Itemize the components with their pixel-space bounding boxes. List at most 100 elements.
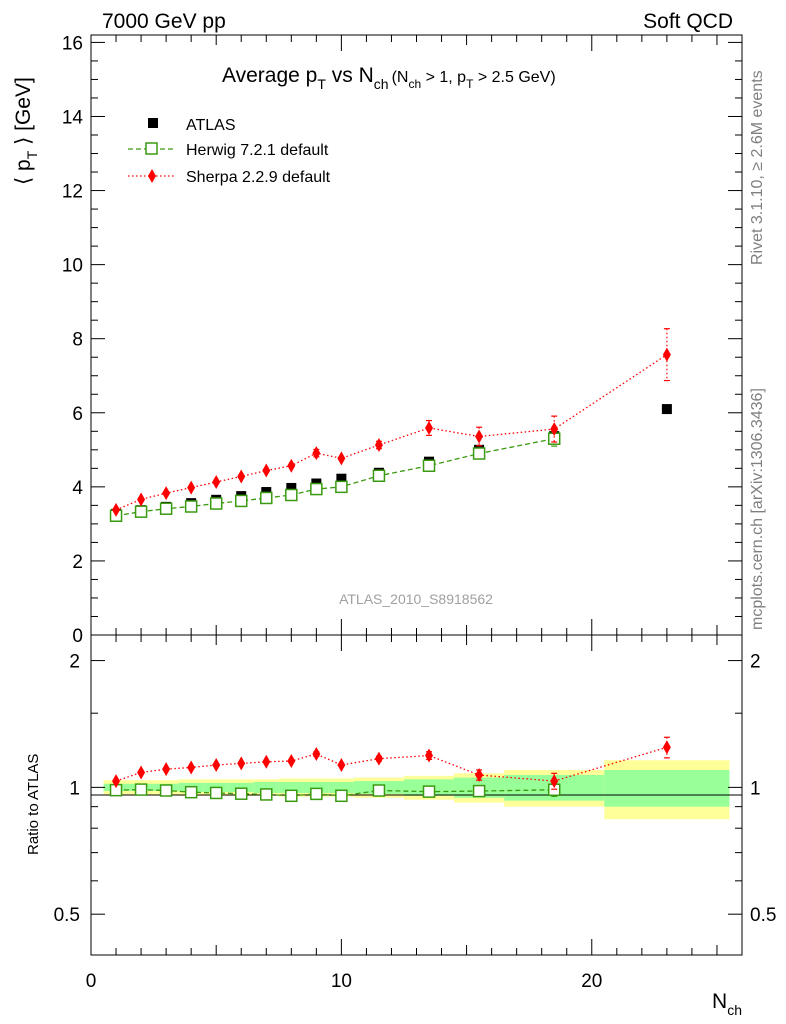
ratio-herwig-point: [472, 784, 486, 798]
analysis-watermark: ATLAS_2010_S8918562: [339, 591, 493, 607]
sherpa-point: [550, 422, 559, 437]
ratio-herwig-point: [134, 783, 148, 796]
main-axis-ticks: 0 2 4 6 8 10 12 14 16: [62, 33, 742, 647]
ratio-herwig-point: [372, 784, 386, 797]
ratio-sherpa-point: [212, 758, 221, 773]
legend-marker-sherpa: [148, 169, 156, 183]
herwig-point: [209, 497, 223, 510]
herwig-point: [372, 469, 386, 482]
ratio-axis-ticks: 0.5 0.51 12 20 10 20: [54, 635, 776, 992]
ratio-sherpa-point: [312, 747, 321, 762]
mcplots-label: mcplots.cern.ch [arXiv:1306.3436]: [749, 388, 766, 630]
herwig-point: [134, 505, 148, 518]
ratio-band-inner: [278, 781, 304, 793]
ratio-herwig-point: [335, 789, 348, 803]
ratio-sherpa-point: [374, 751, 383, 766]
ratio-herwig-point: [234, 787, 248, 800]
atlas-point: [661, 404, 672, 415]
y-tick-label: 4: [72, 478, 83, 499]
main-panel: 0 2 4 6 8 10 12 14 16 Average pT vs Nch (Nch > 1,…: [12, 33, 743, 647]
ratio-y-tick-label-right: 0.5: [750, 905, 776, 926]
legend: ATLAS Herwig 7.2.1 default Sherpa 2.2.9 …: [128, 117, 331, 186]
herwig-point: [184, 500, 198, 513]
ratio-herwig-point: [285, 789, 298, 803]
sherpa-line: [115, 354, 668, 511]
header-right: Soft QCD: [643, 10, 733, 33]
ratio-sherpa-point: [662, 740, 671, 755]
ratio-band-inner: [604, 769, 730, 807]
rivet-label: Rivet 3.1.10, ≥ 2.6M events: [749, 70, 766, 265]
ratio-y-tick-label-right: 2: [750, 652, 761, 673]
ratio-sherpa-point: [162, 762, 171, 777]
y-tick-label: 14: [62, 107, 84, 128]
herwig-point: [234, 494, 248, 508]
ratio-herwig-point: [184, 785, 198, 799]
sherpa-point: [162, 486, 171, 501]
y-tick-label: 12: [62, 182, 83, 203]
ratio-sherpa-point: [187, 760, 196, 775]
herwig-point: [335, 480, 348, 494]
herwig-point: [310, 482, 323, 496]
atlas-point: [286, 482, 297, 493]
y-tick-label: 16: [62, 33, 83, 54]
ratio-sherpa-series: [112, 736, 671, 790]
herwig-point: [472, 447, 486, 460]
herwig-line: [115, 438, 555, 517]
ratio-y-tick-label: 1: [69, 778, 80, 799]
ratio-panel: 0.5 0.51 12 20 10 20 Ratio to ATLAS Nch: [25, 634, 776, 1018]
sherpa-point: [287, 458, 296, 473]
y-tick-label: 0: [72, 626, 83, 647]
sherpa-point: [262, 463, 271, 478]
sherpa-point: [137, 492, 146, 507]
ratio-sherpa-point: [475, 767, 484, 782]
y-tick-label: 8: [72, 330, 83, 351]
legend-label-sherpa: Sherpa 2.2.9 default: [186, 169, 331, 186]
herwig-point: [285, 488, 298, 502]
sherpa-point: [312, 446, 321, 461]
sherpa-point: [212, 475, 221, 490]
herwig-point: [260, 491, 273, 505]
atlas-point: [336, 473, 347, 484]
ratio-herwig-point: [209, 786, 223, 800]
ratio-band-inner: [328, 781, 354, 793]
ratio-sherpa-point: [337, 758, 346, 773]
ratio-y-axis-label: Ratio to ATLAS: [25, 754, 42, 855]
ratio-herwig-series: [109, 782, 561, 803]
sherpa-point: [662, 347, 671, 362]
sherpa-point: [475, 429, 484, 444]
ratio-sherpa-point: [137, 765, 146, 780]
ratio-sherpa-point: [425, 748, 434, 763]
legend-entry-sherpa: Sherpa 2.2.9 default: [128, 169, 331, 186]
legend-label-atlas: ATLAS: [186, 117, 236, 134]
legend-marker-herwig: [145, 142, 158, 155]
chart-title: Average pT vs Nch (Nch > 1, pT > 2.5 GeV): [222, 64, 556, 92]
ratio-herwig-point: [260, 788, 273, 801]
ratio-sherpa-point: [237, 756, 246, 771]
ratio-herwig-line: [116, 788, 555, 797]
x-tick-label: 10: [331, 971, 352, 992]
x-tick-label: 0: [86, 971, 97, 992]
y-axis-label: ⟨ pT ⟩ [GeV]: [12, 77, 40, 185]
legend-label-herwig: Herwig 7.2.1 default: [186, 142, 329, 159]
ratio-herwig-point: [159, 784, 173, 797]
ratio-sherpa-point: [287, 754, 296, 769]
y-tick-label: 10: [62, 256, 83, 277]
legend-marker-atlas: [148, 118, 158, 128]
ratio-band-inner: [303, 781, 329, 793]
sherpa-point: [337, 451, 346, 466]
header-left: 7000 GeV pp: [102, 10, 226, 33]
ratio-y-tick-label: 0.5: [54, 905, 80, 926]
y-tick-label: 2: [72, 552, 83, 573]
sherpa-point: [374, 438, 383, 452]
herwig-series: [109, 430, 561, 522]
sherpa-point: [425, 420, 434, 435]
herwig-point: [422, 459, 436, 472]
sherpa-point: [112, 502, 121, 517]
ratio-sherpa-point: [112, 774, 121, 789]
ratio-band-inner: [253, 781, 279, 793]
legend-entry-herwig: Herwig 7.2.1 default: [128, 142, 329, 159]
sherpa-series: [112, 328, 671, 517]
ratio-herwig-point: [422, 785, 436, 798]
ratio-sherpa-point: [262, 754, 271, 769]
